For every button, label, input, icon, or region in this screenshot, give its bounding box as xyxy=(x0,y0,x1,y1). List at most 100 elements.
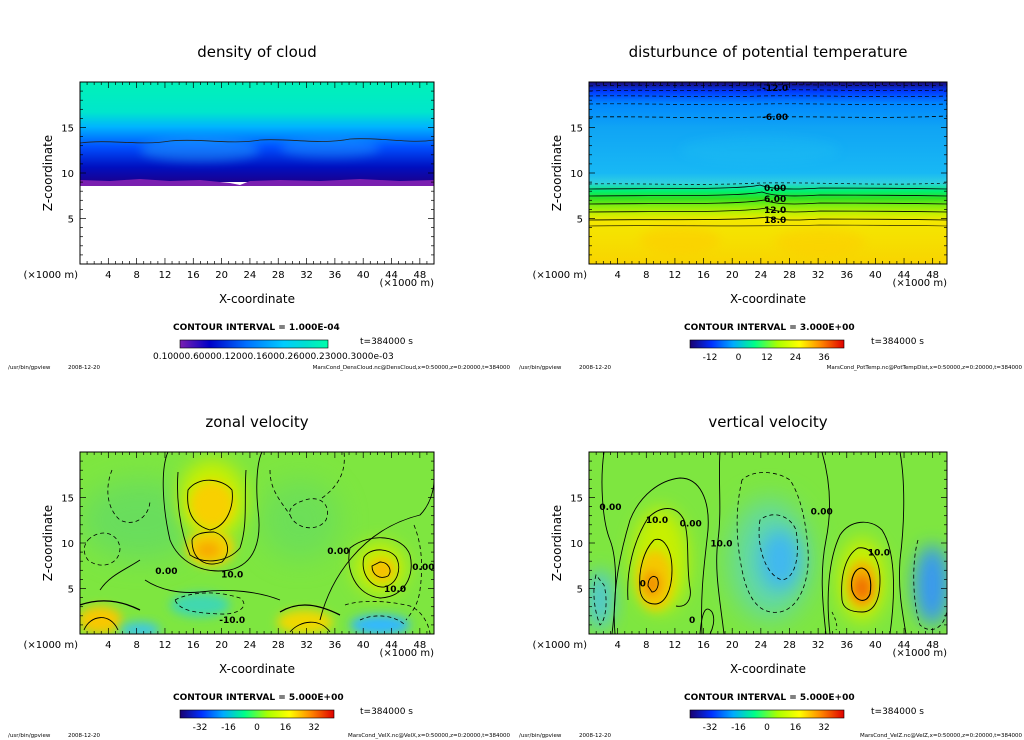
chart-title: vertical velocity xyxy=(708,413,827,431)
contour-label: 0.00 xyxy=(764,184,786,194)
contour-label: 10.0 xyxy=(646,516,668,526)
time-label: t=384000 s xyxy=(871,337,924,347)
y-tick-label: 15 xyxy=(570,124,583,135)
contour-label: 12.0 xyxy=(764,206,786,216)
contour-label: 0.00 xyxy=(155,567,177,577)
x-tick-label: 40 xyxy=(869,270,882,281)
x-tick-label: 36 xyxy=(840,270,853,281)
plot-field xyxy=(80,452,434,634)
colorbar-tick-label: -12 xyxy=(703,353,718,363)
colorbar-tick-label: 16 xyxy=(790,723,802,733)
panel-vertical-velocity: vertical velocity xyxy=(519,413,1022,739)
x-tick-label: 40 xyxy=(869,640,882,651)
footer-program: /usr/bin/gpview xyxy=(519,365,562,371)
x-tick-label: 12 xyxy=(159,640,172,651)
y-tick-label: 5 xyxy=(68,215,74,226)
plot-field xyxy=(589,82,947,264)
contour-label: -10.0 xyxy=(219,616,245,626)
chart-title: disturbunce of potential temperature xyxy=(629,43,908,61)
y-tick-label: 5 xyxy=(577,585,583,596)
x-tick-label: 40 xyxy=(357,640,370,651)
contour-label: 0.00 xyxy=(327,547,349,557)
y-axis-unit: (×1000 m) xyxy=(532,640,587,651)
contour-label: 10.0 xyxy=(384,585,406,595)
x-tick-label: 48 xyxy=(413,270,426,281)
contour-labels: 0.00 10.0 0.00 10.0 0.00 10.0 0 0 xyxy=(599,503,890,626)
time-label: t=384000 s xyxy=(360,707,413,717)
colorbar-tick-label: -32 xyxy=(193,723,208,733)
x-axis-unit: (×1000 m) xyxy=(892,648,947,659)
colorbar-tick-label: 32 xyxy=(308,723,319,733)
y-tick-label: 5 xyxy=(68,585,74,596)
x-tick-label: 44 xyxy=(385,640,398,651)
source-info: MarsCond_PotTemp.nc@PotTempDist,x=0:5000… xyxy=(827,365,1023,371)
x-tick-label: 24 xyxy=(754,640,767,651)
x-axis-unit: (×1000 m) xyxy=(379,278,434,289)
x-tick-label: 16 xyxy=(187,270,200,281)
contour-label: 10.0 xyxy=(710,540,732,550)
time-label: t=384000 s xyxy=(871,707,924,717)
y-tick-label: 15 xyxy=(570,494,583,505)
panel-zonal-velocity: zonal velocity xyxy=(8,413,510,739)
colorbar-tick-label: 36 xyxy=(818,353,830,363)
x-tick-label: 16 xyxy=(187,640,200,651)
x-axis-label: X-coordinate xyxy=(219,662,295,676)
footer-date: 2008-12-20 xyxy=(579,365,611,371)
source-info: MarsCond_VelX.nc@VelX,x=0:50000,z=0:2000… xyxy=(348,733,511,739)
x-tick-label: 8 xyxy=(133,270,139,281)
x-tick-label: 16 xyxy=(697,640,710,651)
colorbar xyxy=(689,339,845,349)
colorbar-tick-label: 0 xyxy=(736,353,742,363)
y-tick-label: 15 xyxy=(61,494,74,505)
x-tick-label: 28 xyxy=(272,270,285,281)
x-tick-label: 48 xyxy=(926,640,939,651)
colorbar-labels: 0.10000.60000.12000.16000.26000.23000.30… xyxy=(153,352,394,362)
colorbar-tick-label: -16 xyxy=(221,723,236,733)
colorbar-ticks: -32 -16 0 16 32 xyxy=(703,723,830,733)
colorbar-tick-label: 0 xyxy=(764,723,770,733)
contour-interval: CONTOUR INTERVAL = 5.000E+00 xyxy=(684,693,855,703)
x-axis-label: X-coordinate xyxy=(219,292,295,306)
y-axis-label: Z-coordinate xyxy=(41,135,55,211)
x-tick-label: 8 xyxy=(133,640,139,651)
x-tick-label: 44 xyxy=(898,270,911,281)
x-tick-label: 12 xyxy=(669,270,682,281)
x-tick-label: 16 xyxy=(697,270,710,281)
x-tick-label: 40 xyxy=(357,270,370,281)
x-tick-label: 48 xyxy=(926,270,939,281)
x-tick-label: 36 xyxy=(329,640,342,651)
x-tick-label: 4 xyxy=(105,270,111,281)
footer-date: 2008-12-20 xyxy=(579,733,611,739)
x-tick-label: 20 xyxy=(726,640,739,651)
y-axis-unit: (×1000 m) xyxy=(23,270,78,281)
x-tick-label: 48 xyxy=(413,640,426,651)
source-info: MarsCond_VelZ.nc@VelZ,x=0:50000,z=0:2000… xyxy=(860,733,1023,739)
y-tick-label: 10 xyxy=(61,169,74,180)
contour-interval: CONTOUR INTERVAL = 5.000E+00 xyxy=(173,693,344,703)
y-axis-unit: (×1000 m) xyxy=(532,270,587,281)
y-axis-label: Z-coordinate xyxy=(550,135,564,211)
x-axis-unit: (×1000 m) xyxy=(892,278,947,289)
x-tick-label: 24 xyxy=(244,270,257,281)
x-tick-label: 24 xyxy=(754,270,767,281)
y-tick-label: 10 xyxy=(570,169,583,180)
colorbar-tick-label: 12 xyxy=(761,353,772,363)
time-label: t=384000 s xyxy=(360,337,413,347)
colorbar-ticks: -32 -16 0 16 32 xyxy=(193,723,320,733)
contour-label: 6.00 xyxy=(764,195,786,205)
x-tick-label: 36 xyxy=(840,640,853,651)
x-tick-label: 4 xyxy=(105,640,111,651)
x-tick-label: 4 xyxy=(614,270,620,281)
footer-date: 2008-12-20 xyxy=(68,365,100,371)
colorbar-tick-label: 16 xyxy=(280,723,292,733)
contour-label: 10.0 xyxy=(868,549,890,559)
contour-label: 0 xyxy=(640,580,646,590)
colorbar-tick-label: -16 xyxy=(731,723,746,733)
plot-field xyxy=(80,82,434,264)
x-tick-label: 20 xyxy=(215,640,228,651)
